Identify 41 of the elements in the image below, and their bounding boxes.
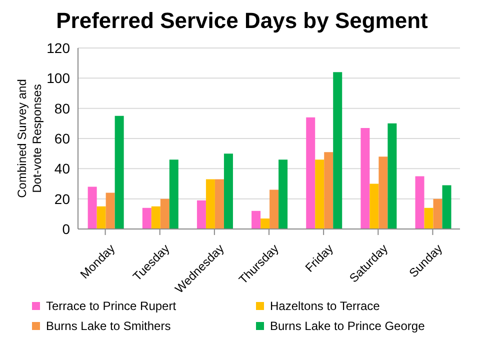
bar — [106, 192, 115, 229]
bar — [206, 179, 215, 229]
bar — [114, 116, 124, 229]
bar — [169, 160, 178, 229]
chart-title: Preferred Service Days by Segment — [56, 8, 428, 33]
bar — [370, 184, 379, 229]
legend-label: Hazeltons to Terrace — [270, 299, 380, 313]
bar — [270, 190, 279, 229]
y-tick-label: 100 — [46, 70, 70, 86]
y-tick-label: 0 — [62, 220, 70, 237]
bar — [424, 208, 434, 229]
y-tick-label: 40 — [54, 160, 70, 177]
bar — [196, 200, 206, 229]
bar — [306, 117, 316, 229]
bar — [388, 123, 397, 229]
bar — [214, 179, 224, 229]
bar — [252, 210, 261, 229]
bar — [324, 152, 334, 229]
bar — [142, 208, 152, 229]
legend-label: Terrace to Prince Rupert — [46, 299, 176, 313]
y-tick-label: 60 — [54, 130, 70, 146]
y-tick-label: 80 — [54, 100, 70, 116]
bar — [224, 154, 233, 229]
bar — [415, 176, 424, 229]
bar — [442, 185, 452, 229]
legend-label: Burns Lake to Prince George — [270, 319, 425, 333]
bar — [333, 72, 342, 229]
bar — [378, 156, 388, 229]
bar — [160, 198, 170, 229]
bar — [260, 218, 270, 229]
y-tick-label: 120 — [46, 40, 70, 56]
legend-label: Burns Lake to Smithers — [46, 319, 171, 333]
bar — [151, 206, 160, 229]
bar — [88, 186, 97, 229]
bar — [315, 160, 324, 229]
bar — [360, 128, 370, 229]
bar — [433, 198, 442, 229]
bar — [278, 160, 288, 229]
y-tick-label: 20 — [54, 190, 70, 207]
bar — [96, 206, 106, 229]
y-axis-title: Combined Survey and Dot-vote Responses — [15, 79, 44, 198]
